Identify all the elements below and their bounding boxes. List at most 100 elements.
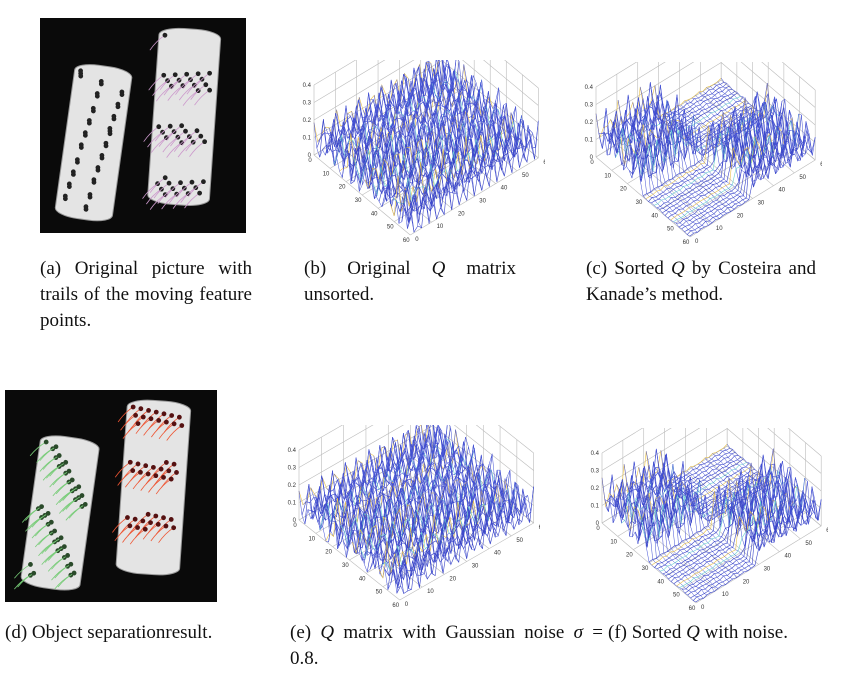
y-tick-label: 30 xyxy=(472,564,479,570)
z-tick-label: 0.3 xyxy=(585,103,594,109)
y-tick-label: 30 xyxy=(758,201,765,207)
y-tick-label: 10 xyxy=(716,226,723,232)
z-tick-label: 0.2 xyxy=(591,486,600,492)
z-tick-label: 0.2 xyxy=(585,120,594,126)
y-tick-label: 20 xyxy=(458,211,465,217)
y-tick-label: 10 xyxy=(437,224,444,230)
z-tick-label: 0.4 xyxy=(288,448,297,454)
caption: (e) Q matrix with Gaussian noise σ = 0.8… xyxy=(290,620,603,672)
z-tick-label: 0.1 xyxy=(591,504,600,510)
caption: (c) Sorted Q by Costeira and Kanade’s me… xyxy=(586,256,816,308)
x-tick-label: 0 xyxy=(590,160,594,166)
caption-text: Q xyxy=(432,258,446,279)
y-tick-label: 50 xyxy=(522,173,529,179)
caption-text: σ xyxy=(574,622,583,643)
x-tick-label: 10 xyxy=(610,539,617,545)
y-tick-label: 40 xyxy=(501,186,508,192)
caption-text: (d) Object separationresult. xyxy=(5,622,212,643)
z-tick-label: 0.3 xyxy=(288,466,297,472)
caption: (f) Sorted Q with noise. xyxy=(608,620,838,646)
caption-text: (e) xyxy=(290,622,320,643)
z-tick-label: 0.1 xyxy=(303,136,312,142)
x-tick-label: 40 xyxy=(371,211,378,217)
x-tick-label: 10 xyxy=(323,171,330,177)
caption-text: (b) Original xyxy=(304,258,432,279)
x-tick-label: 60 xyxy=(689,606,696,612)
z-tick-label: 0.1 xyxy=(585,138,594,144)
y-tick-label: 50 xyxy=(805,541,812,547)
caption-text: (f) Sorted xyxy=(608,622,686,643)
caption-text: Q xyxy=(671,258,685,279)
surface-line xyxy=(661,450,755,565)
x-tick-label: 30 xyxy=(642,566,649,572)
surface-plot: 00.10.20.30.401020304050600102030405060 xyxy=(300,60,545,255)
y-tick-label: 60 xyxy=(543,160,545,166)
y-tick-label: 40 xyxy=(494,551,501,557)
y-tick-label: 40 xyxy=(778,188,785,194)
x-tick-label: 30 xyxy=(636,200,643,206)
y-tick-label: 0 xyxy=(695,239,699,245)
y-tick-label: 10 xyxy=(722,592,729,598)
x-tick-label: 0 xyxy=(596,526,600,532)
y-tick-label: 0 xyxy=(701,605,705,611)
x-tick-label: 60 xyxy=(683,240,690,246)
surface-plot: 00.10.20.30.401020304050600102030405060 xyxy=(285,425,540,615)
y-tick-label: 50 xyxy=(516,538,523,544)
surface-line xyxy=(605,448,730,512)
caption-text: (a) Original picture with trails of the … xyxy=(40,258,252,331)
z-tick-label: 0.4 xyxy=(303,83,312,89)
caption: (b) Original Q matrix unsorted. xyxy=(304,256,516,308)
y-tick-label: 60 xyxy=(539,525,540,531)
x-tick-label: 50 xyxy=(387,225,394,231)
photo xyxy=(5,390,217,602)
z-tick-label: 0.2 xyxy=(288,483,297,489)
caption-text: matrix with Gaussian noise xyxy=(334,622,574,643)
y-tick-label: 0 xyxy=(405,602,409,608)
x-tick-label: 20 xyxy=(325,550,332,556)
x-tick-label: 0 xyxy=(308,158,312,164)
z-tick-label: 0.2 xyxy=(303,118,312,124)
y-tick-label: 0 xyxy=(415,237,419,243)
surface-plot: 00.10.20.30.401020304050600102030405060 xyxy=(582,62,822,257)
y-tick-label: 20 xyxy=(743,579,750,585)
x-tick-label: 20 xyxy=(620,187,627,193)
x-tick-label: 10 xyxy=(604,173,611,179)
y-tick-label: 30 xyxy=(479,199,486,205)
surface-plot: 00.10.20.30.401020304050600102030405060 xyxy=(588,428,828,618)
caption-text: Q xyxy=(686,622,700,643)
y-tick-label: 20 xyxy=(737,213,744,219)
x-tick-label: 50 xyxy=(376,590,383,596)
figure: 00.10.20.30.401020304050600102030405060 … xyxy=(0,0,841,679)
caption-text: Q xyxy=(320,622,334,643)
caption: (a) Original picture with trails of the … xyxy=(40,256,252,334)
y-tick-label: 40 xyxy=(784,554,791,560)
caption-text: (c) Sorted xyxy=(586,258,671,279)
y-tick-label: 60 xyxy=(820,162,822,168)
photo xyxy=(40,18,246,233)
x-tick-label: 20 xyxy=(339,185,346,191)
x-tick-label: 30 xyxy=(355,198,362,204)
x-tick-label: 50 xyxy=(673,593,680,599)
x-tick-label: 20 xyxy=(626,553,633,559)
x-tick-label: 40 xyxy=(359,576,366,582)
x-tick-label: 60 xyxy=(392,603,399,609)
x-tick-label: 50 xyxy=(667,227,674,233)
z-tick-label: 0.4 xyxy=(585,85,594,91)
caption-text: with noise. xyxy=(700,622,788,643)
x-tick-label: 10 xyxy=(308,536,315,542)
x-tick-label: 40 xyxy=(651,213,658,219)
z-tick-label: 0.4 xyxy=(591,451,600,457)
y-tick-label: 60 xyxy=(826,528,828,534)
y-tick-label: 30 xyxy=(764,567,771,573)
z-tick-label: 0.1 xyxy=(288,501,297,507)
x-tick-label: 30 xyxy=(342,563,349,569)
y-tick-label: 20 xyxy=(449,576,456,582)
z-tick-label: 0.3 xyxy=(591,469,600,475)
x-tick-label: 0 xyxy=(293,523,297,529)
y-tick-label: 50 xyxy=(799,175,806,181)
y-tick-label: 10 xyxy=(427,589,434,595)
z-tick-label: 0.3 xyxy=(303,101,312,107)
caption: (d) Object separationresult. xyxy=(5,620,280,646)
x-tick-label: 40 xyxy=(657,579,664,585)
x-tick-label: 60 xyxy=(403,238,410,244)
